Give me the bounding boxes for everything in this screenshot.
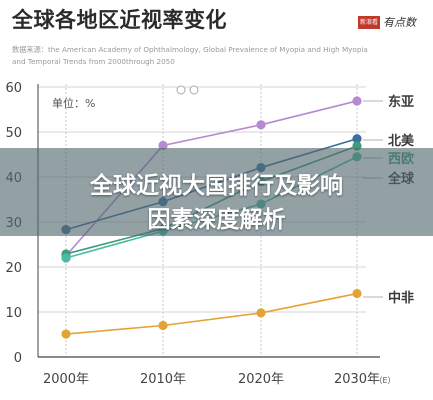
x-tick-label: 2010年 <box>140 372 186 387</box>
decor-circle <box>176 85 186 95</box>
y-tick-label: 0 <box>14 351 22 366</box>
unit-label: 单位：% <box>52 96 95 110</box>
series-label: 东亚 <box>388 94 414 110</box>
title-banner: 全球近视大国排行及影响 因素深度解析 <box>0 148 433 236</box>
chart-title: 全球各地区近视率变化 <box>12 8 227 32</box>
y-tick-label: 50 <box>5 126 22 141</box>
series-line <box>65 292 358 335</box>
y-tick-label: 10 <box>5 306 22 321</box>
data-point <box>61 329 71 339</box>
data-point <box>352 134 362 144</box>
brand-logo-text: 有点数 <box>383 16 416 29</box>
x-tick-label: 2000年 <box>43 372 89 387</box>
series-label: 北美 <box>388 133 415 149</box>
data-point <box>61 253 71 263</box>
y-tick-label: 60 <box>5 81 22 96</box>
data-point <box>256 308 266 318</box>
data-point <box>352 288 362 299</box>
banner-title-line-2: 因素深度解析 <box>147 207 286 233</box>
banner-title-line-1: 全球近视大国排行及影响 <box>90 173 343 199</box>
x-tick-note: （E） <box>374 376 395 385</box>
y-tick-label: 20 <box>5 261 22 276</box>
x-tick-label: 2020年 <box>238 372 284 387</box>
data-point <box>256 120 266 130</box>
series-label: 中非 <box>388 290 414 306</box>
chart-source-note: 数据来源：the American Academy of Ophthalmolo… <box>12 45 368 66</box>
brand-logo-box: 新浪看点 <box>358 16 380 39</box>
data-point <box>158 140 168 151</box>
brand-logo: 新浪看点 有点数 <box>358 14 420 39</box>
x-tick-label: 2030年 <box>334 372 380 387</box>
data-point <box>352 96 362 106</box>
data-point <box>158 320 168 331</box>
decor-circle <box>189 85 199 95</box>
